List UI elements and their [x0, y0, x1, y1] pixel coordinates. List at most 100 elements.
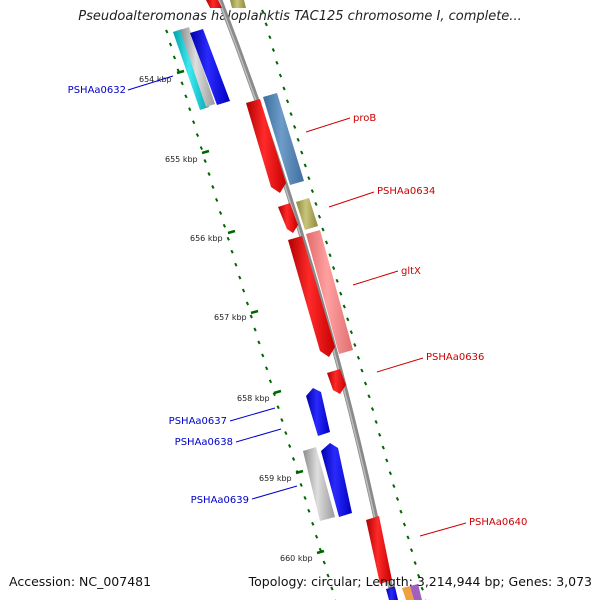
gene-proB[interactable] [263, 93, 304, 185]
ruler-right-dot [328, 253, 332, 258]
ruler-right-dots [261, 9, 427, 600]
ruler-left-dot [192, 120, 196, 125]
ruler-right-dot [264, 22, 268, 27]
ruler-tick-658: 658 kbp [237, 389, 282, 403]
gene-PSHAa0640-cds[interactable] [366, 516, 392, 584]
ruler-left-dot [265, 366, 269, 371]
ruler-right-dot [409, 548, 414, 553]
ruler-right-dot [367, 394, 371, 399]
ruler-right-dot [413, 561, 417, 565]
label-PSHAa0640[interactable]: PSHAa0640 [419, 517, 527, 537]
ruler-left-dot [215, 197, 219, 202]
label-proB[interactable]: proB [305, 113, 376, 133]
gene-label-PSHAa0638[interactable]: PSHAa0638 [175, 437, 233, 448]
tick-label-657: 657 kbp [214, 313, 247, 322]
ruler-left-dot [272, 392, 276, 397]
gene-PSHAa0634-cds[interactable] [278, 203, 298, 233]
ruler-tick-657: 657 kbp [214, 309, 259, 322]
ruler-right-dot [342, 304, 346, 309]
ruler-right-dot [374, 419, 378, 424]
ruler-left-dot [257, 340, 261, 345]
gene-label-PSHAa0640[interactable]: PSHAa0640 [469, 517, 527, 528]
ruler-right-dot [314, 201, 318, 206]
gene-PSHAa0632-cds[interactable] [190, 29, 230, 105]
ruler-left-dot [226, 236, 230, 241]
ruler-left-dot [222, 223, 226, 228]
feature-multicolor-bottom[interactable] [402, 584, 422, 600]
ruler-right-dot [381, 445, 385, 450]
gene-label-PSHAa0639[interactable]: PSHAa0639 [191, 495, 249, 506]
label-PSHAa0638[interactable]: PSHAa0638 [175, 428, 282, 448]
feature-olive-top[interactable] [230, 0, 246, 8]
gene-proB-cds[interactable] [246, 99, 286, 193]
ruler-left-dot [199, 146, 203, 151]
ruler-left-dot [165, 29, 169, 34]
ruler-right-dot [363, 381, 368, 386]
gene-labels: PSHAa0632 proB PSHAa0634 gltX PSHAa0636 … [68, 75, 527, 537]
ruler-right-dot [378, 432, 382, 437]
tick-label-654: 654 kbp [139, 75, 172, 84]
tick-label-658: 658 kbp [237, 394, 270, 403]
ruler-right-dot [406, 535, 410, 540]
ruler-left-dot [234, 262, 238, 267]
ruler-left-dot [322, 560, 326, 565]
ruler-left-dot [211, 185, 215, 189]
ruler-right-dot [370, 407, 375, 412]
gene-PSHAa0638-cds[interactable] [321, 443, 352, 517]
gene-label-gltX[interactable]: gltX [401, 266, 421, 277]
ruler-ticks: 654 kbp 655 kbp 656 kbp 657 kbp 658 kbp … [139, 69, 325, 563]
gene-label-PSHAa0636[interactable]: PSHAa0636 [426, 352, 484, 363]
tick-label-660: 660 kbp [280, 554, 313, 563]
ruler-right-dot [335, 278, 339, 283]
gene-PSHAa0637-cds[interactable] [306, 388, 330, 436]
feature-red-top[interactable] [206, 0, 222, 8]
ruler-right-dot [346, 317, 350, 322]
ruler-right-dot [282, 86, 286, 91]
gene-label-PSHAa0632[interactable]: PSHAa0632 [68, 85, 126, 96]
label-PSHAa0632[interactable]: PSHAa0632 [68, 75, 174, 96]
ruler-left-dot [180, 81, 184, 86]
genome-stats-text: Topology: circular; Length: 3,214,944 bp… [248, 574, 592, 589]
label-PSHAa0637[interactable]: PSHAa0637 [169, 407, 276, 427]
feature-cyan-top[interactable] [173, 29, 209, 110]
label-PSHAa0636[interactable]: PSHAa0636 [376, 352, 484, 373]
ruler-right-dot [307, 176, 311, 181]
ruler-left-dot [307, 508, 311, 513]
ruler-left-dot [241, 288, 246, 293]
feature-grey-top[interactable] [180, 27, 215, 107]
ruler-right-dot [317, 214, 322, 219]
ruler-tick-659: 659 kbp [259, 469, 304, 483]
tick-label-659: 659 kbp [259, 474, 292, 483]
ruler-left-dot [203, 159, 207, 163]
ruler-left-dot [330, 586, 334, 591]
ruler-tick-656: 656 kbp [190, 229, 236, 243]
ruler-left-dot [195, 133, 200, 138]
gene-PSHAa0634[interactable] [296, 198, 318, 230]
gene-gltX[interactable] [306, 230, 353, 354]
label-PSHAa0639[interactable]: PSHAa0639 [191, 485, 298, 506]
ruler-left-dot [311, 521, 315, 526]
gene-gltX-cds[interactable] [288, 236, 335, 357]
gene-PSHAa0639[interactable] [303, 447, 335, 521]
label-gltX[interactable]: gltX [352, 266, 421, 286]
ruler-left-dot [207, 172, 211, 176]
ruler-right-dot [324, 240, 329, 245]
ruler-right-dot [392, 484, 396, 489]
feature-blue-bottom[interactable] [386, 587, 398, 600]
ruler-right-dot [321, 227, 325, 232]
ruler-left-dot [218, 210, 223, 215]
gene-PSHAa0636-cds[interactable] [327, 369, 346, 394]
ruler-left-dot [268, 379, 273, 384]
ruler-right-dot [293, 124, 297, 129]
ruler-right-dot [303, 163, 307, 168]
gene-label-PSHAa0637[interactable]: PSHAa0637 [169, 416, 227, 427]
gene-label-proB[interactable]: proB [353, 113, 376, 124]
ruler-right-dot [388, 471, 392, 476]
ruler-left-dot [288, 444, 292, 448]
label-PSHAa0634[interactable]: PSHAa0634 [328, 186, 435, 208]
ruler-right-dot [268, 35, 272, 40]
gene-label-PSHAa0634[interactable]: PSHAa0634 [377, 186, 435, 197]
ruler-left-dot [168, 42, 173, 47]
ruler-tick-655: 655 kbp [165, 149, 210, 164]
